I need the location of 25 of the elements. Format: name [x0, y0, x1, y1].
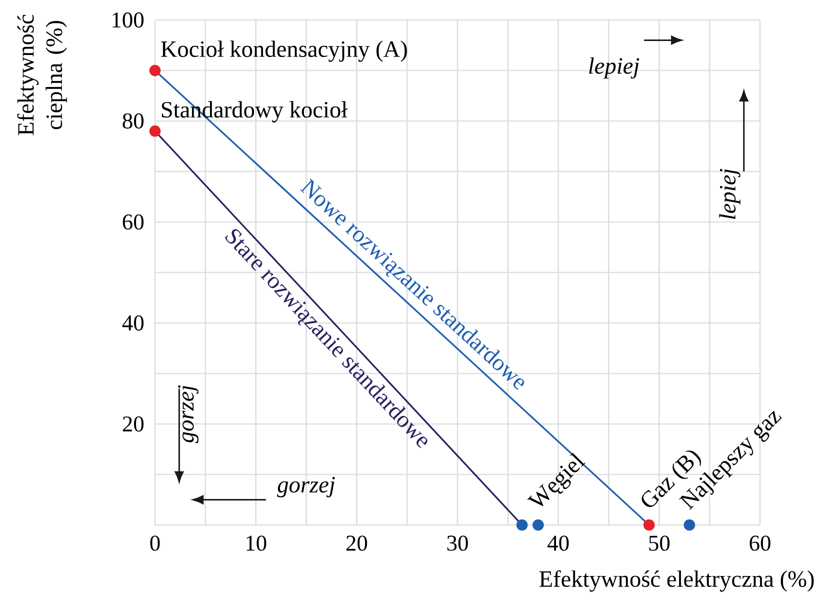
y-tick-label: 60: [122, 214, 144, 230]
point: [532, 519, 544, 531]
x-tick-label: 0: [150, 536, 160, 551]
annotation: gorzej: [178, 385, 198, 444]
y-tick-label: 80: [122, 113, 144, 129]
y-axis-title: Efektywność cieplna (%): [17, 14, 67, 136]
annotation: lepiej: [589, 57, 640, 79]
x-axis-title: Efektywność elektryczna (%): [539, 570, 814, 592]
point: [516, 519, 528, 531]
x-tick-label: 10: [246, 536, 266, 551]
y-tick-label: 100: [112, 12, 144, 28]
x-tick-label: 60: [750, 536, 770, 551]
x-tick-label: 20: [346, 536, 368, 551]
annotation: Kocioł kondensacyjny (A): [161, 40, 407, 62]
y-tick-label: 40: [122, 315, 144, 331]
point: [149, 64, 161, 76]
annotation: lepiej: [719, 168, 740, 219]
y-tick-label: 20: [122, 416, 144, 432]
x-tick-label: 30: [447, 536, 468, 551]
annotation: gorzej: [277, 476, 335, 498]
point: [684, 519, 696, 531]
point: [643, 519, 655, 531]
point: [149, 125, 161, 137]
x-tick-label: 40: [548, 536, 569, 551]
x-tick-label: 50: [649, 536, 670, 551]
